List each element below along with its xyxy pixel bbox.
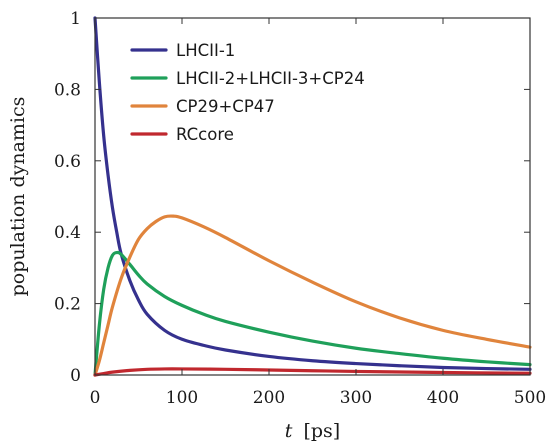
legend-label-lhcii-2-lhcii-3-cp24: LHCII-2+LHCII-3+CP24 (176, 69, 365, 88)
y-tick-label: 0.8 (54, 80, 81, 100)
legend-label-cp29-cp47: CP29+CP47 (176, 97, 275, 116)
y-tick-label: 0.2 (54, 295, 81, 315)
y-axis-label: population dynamics (7, 97, 29, 297)
plot-area (93, 16, 532, 377)
legend-label-rccore: RCcore (176, 125, 234, 144)
x-axis-variable: t (285, 420, 293, 442)
x-tick-label: 400 (427, 388, 459, 408)
plot-frame (94, 17, 531, 376)
series-layer (93, 16, 532, 377)
y-tick-label: 0 (70, 366, 81, 386)
x-tick-label: 200 (253, 388, 285, 408)
legend-label-lhcii-1: LHCII-1 (176, 41, 235, 60)
y-tick-label: 0.6 (54, 152, 81, 172)
x-tick-label: 0 (90, 388, 101, 408)
series-line-rccore (93, 367, 532, 377)
legend: LHCII-1 LHCII-2+LHCII-3+CP24 CP29+CP47 RCco… (130, 41, 365, 144)
series-line-cp29-cp47 (93, 214, 532, 377)
x-tick-label: 300 (340, 388, 372, 408)
series-line-lhcii-2-lhcii-3-cp24 (93, 250, 532, 377)
y-tick-label: 1 (70, 9, 81, 29)
x-tick-label: 100 (166, 388, 198, 408)
x-axis-unit: [ps] (303, 420, 340, 442)
ticks-layer: 0 100 200 300 400 500 0 0.2 0.4 0.6 0.8 1 (54, 9, 546, 408)
x-tick-label: 500 (514, 388, 546, 408)
series-line-lhcii-1 (93, 16, 532, 371)
y-tick-label: 0.4 (54, 223, 81, 243)
x-axis-label: t [ps] (285, 420, 340, 442)
